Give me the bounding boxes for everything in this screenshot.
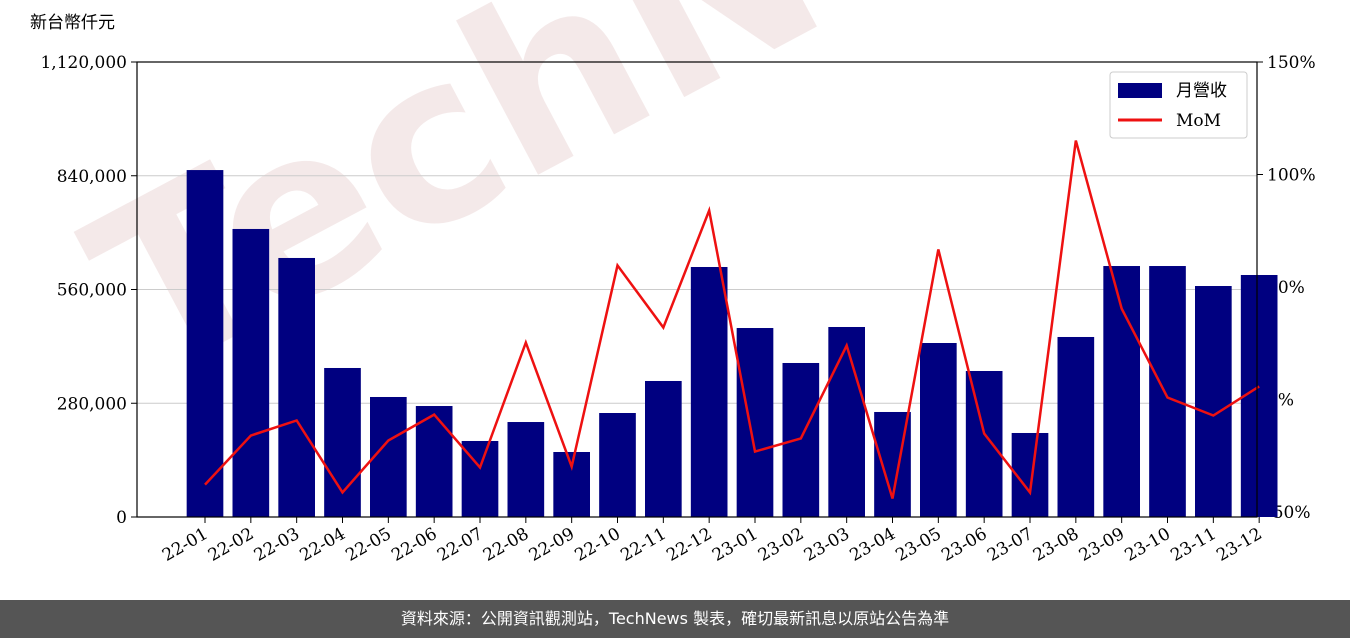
y-tick-label: 0 xyxy=(116,508,127,528)
legend-label: 月營收 xyxy=(1176,81,1227,101)
bar xyxy=(1103,266,1140,517)
bar xyxy=(1240,274,1278,517)
bar xyxy=(186,170,224,517)
bar xyxy=(920,343,957,517)
x-tick-label: 22-02 xyxy=(205,524,257,566)
x-tick-label: 23-02 xyxy=(755,524,807,566)
y-tick-label: 1,120,000 xyxy=(40,53,127,73)
y2-tick-label: -50% xyxy=(1267,503,1311,523)
x-tick-label: 23-04 xyxy=(847,524,899,566)
footer-band xyxy=(0,600,1350,638)
x-tick-label: 22-03 xyxy=(251,524,303,566)
bar xyxy=(599,413,636,517)
x-tick-label: 22-11 xyxy=(617,524,669,566)
x-tick-label: 22-06 xyxy=(388,524,440,566)
bar xyxy=(507,422,545,517)
x-tick-label: 23-10 xyxy=(1122,524,1174,566)
bar xyxy=(1057,336,1095,517)
y2-tick-label: 150% xyxy=(1267,53,1316,73)
x-tick-label: 23-05 xyxy=(892,524,944,566)
x-tick-label: 23-08 xyxy=(1030,524,1082,566)
x-tick-label: 23-06 xyxy=(938,524,990,566)
y-tick-label: 840,000 xyxy=(57,167,127,187)
legend-label: MoM xyxy=(1176,111,1221,131)
x-tick-label: 22-08 xyxy=(480,524,532,566)
bar xyxy=(736,328,774,517)
plot-frame xyxy=(136,61,1258,518)
legend-swatch xyxy=(1118,83,1162,98)
x-tick-label: 22-12 xyxy=(663,524,715,566)
bar xyxy=(782,362,820,517)
source-note: 資料來源：公開資訊觀測站，TechNews 製表，確切最新訊息以原站公告為準 xyxy=(401,609,949,628)
x-tick-label: 22-01 xyxy=(159,524,211,566)
x-tick-label: 22-10 xyxy=(572,524,624,566)
x-tick-label: 23-12 xyxy=(1213,524,1265,566)
bar xyxy=(232,228,270,517)
y-tick-label: 280,000 xyxy=(57,394,127,414)
x-tick-label: 23-09 xyxy=(1076,524,1128,566)
bar xyxy=(828,326,865,517)
x-tick-label: 22-09 xyxy=(526,524,578,566)
bar xyxy=(690,266,728,517)
y-tick-label: 560,000 xyxy=(57,281,127,301)
bar xyxy=(278,257,315,517)
x-tick-label: 22-05 xyxy=(342,524,394,566)
x-tick-label: 23-03 xyxy=(801,524,853,566)
bar xyxy=(1195,286,1232,517)
bar xyxy=(645,380,682,517)
bar xyxy=(1149,266,1186,517)
y2-tick-label: 100% xyxy=(1267,166,1316,186)
x-tick-label: 23-07 xyxy=(984,524,1036,566)
x-tick-label: 23-11 xyxy=(1167,524,1219,566)
x-tick-label: 23-01 xyxy=(709,524,761,566)
bar xyxy=(965,370,1003,517)
bar xyxy=(415,406,453,517)
y-axis-label: 新台幣仟元 xyxy=(30,13,115,33)
x-tick-label: 22-07 xyxy=(434,524,486,566)
mom-line xyxy=(204,140,1260,499)
x-tick-label: 22-04 xyxy=(297,524,349,566)
bar xyxy=(370,396,407,517)
bar xyxy=(324,367,361,517)
